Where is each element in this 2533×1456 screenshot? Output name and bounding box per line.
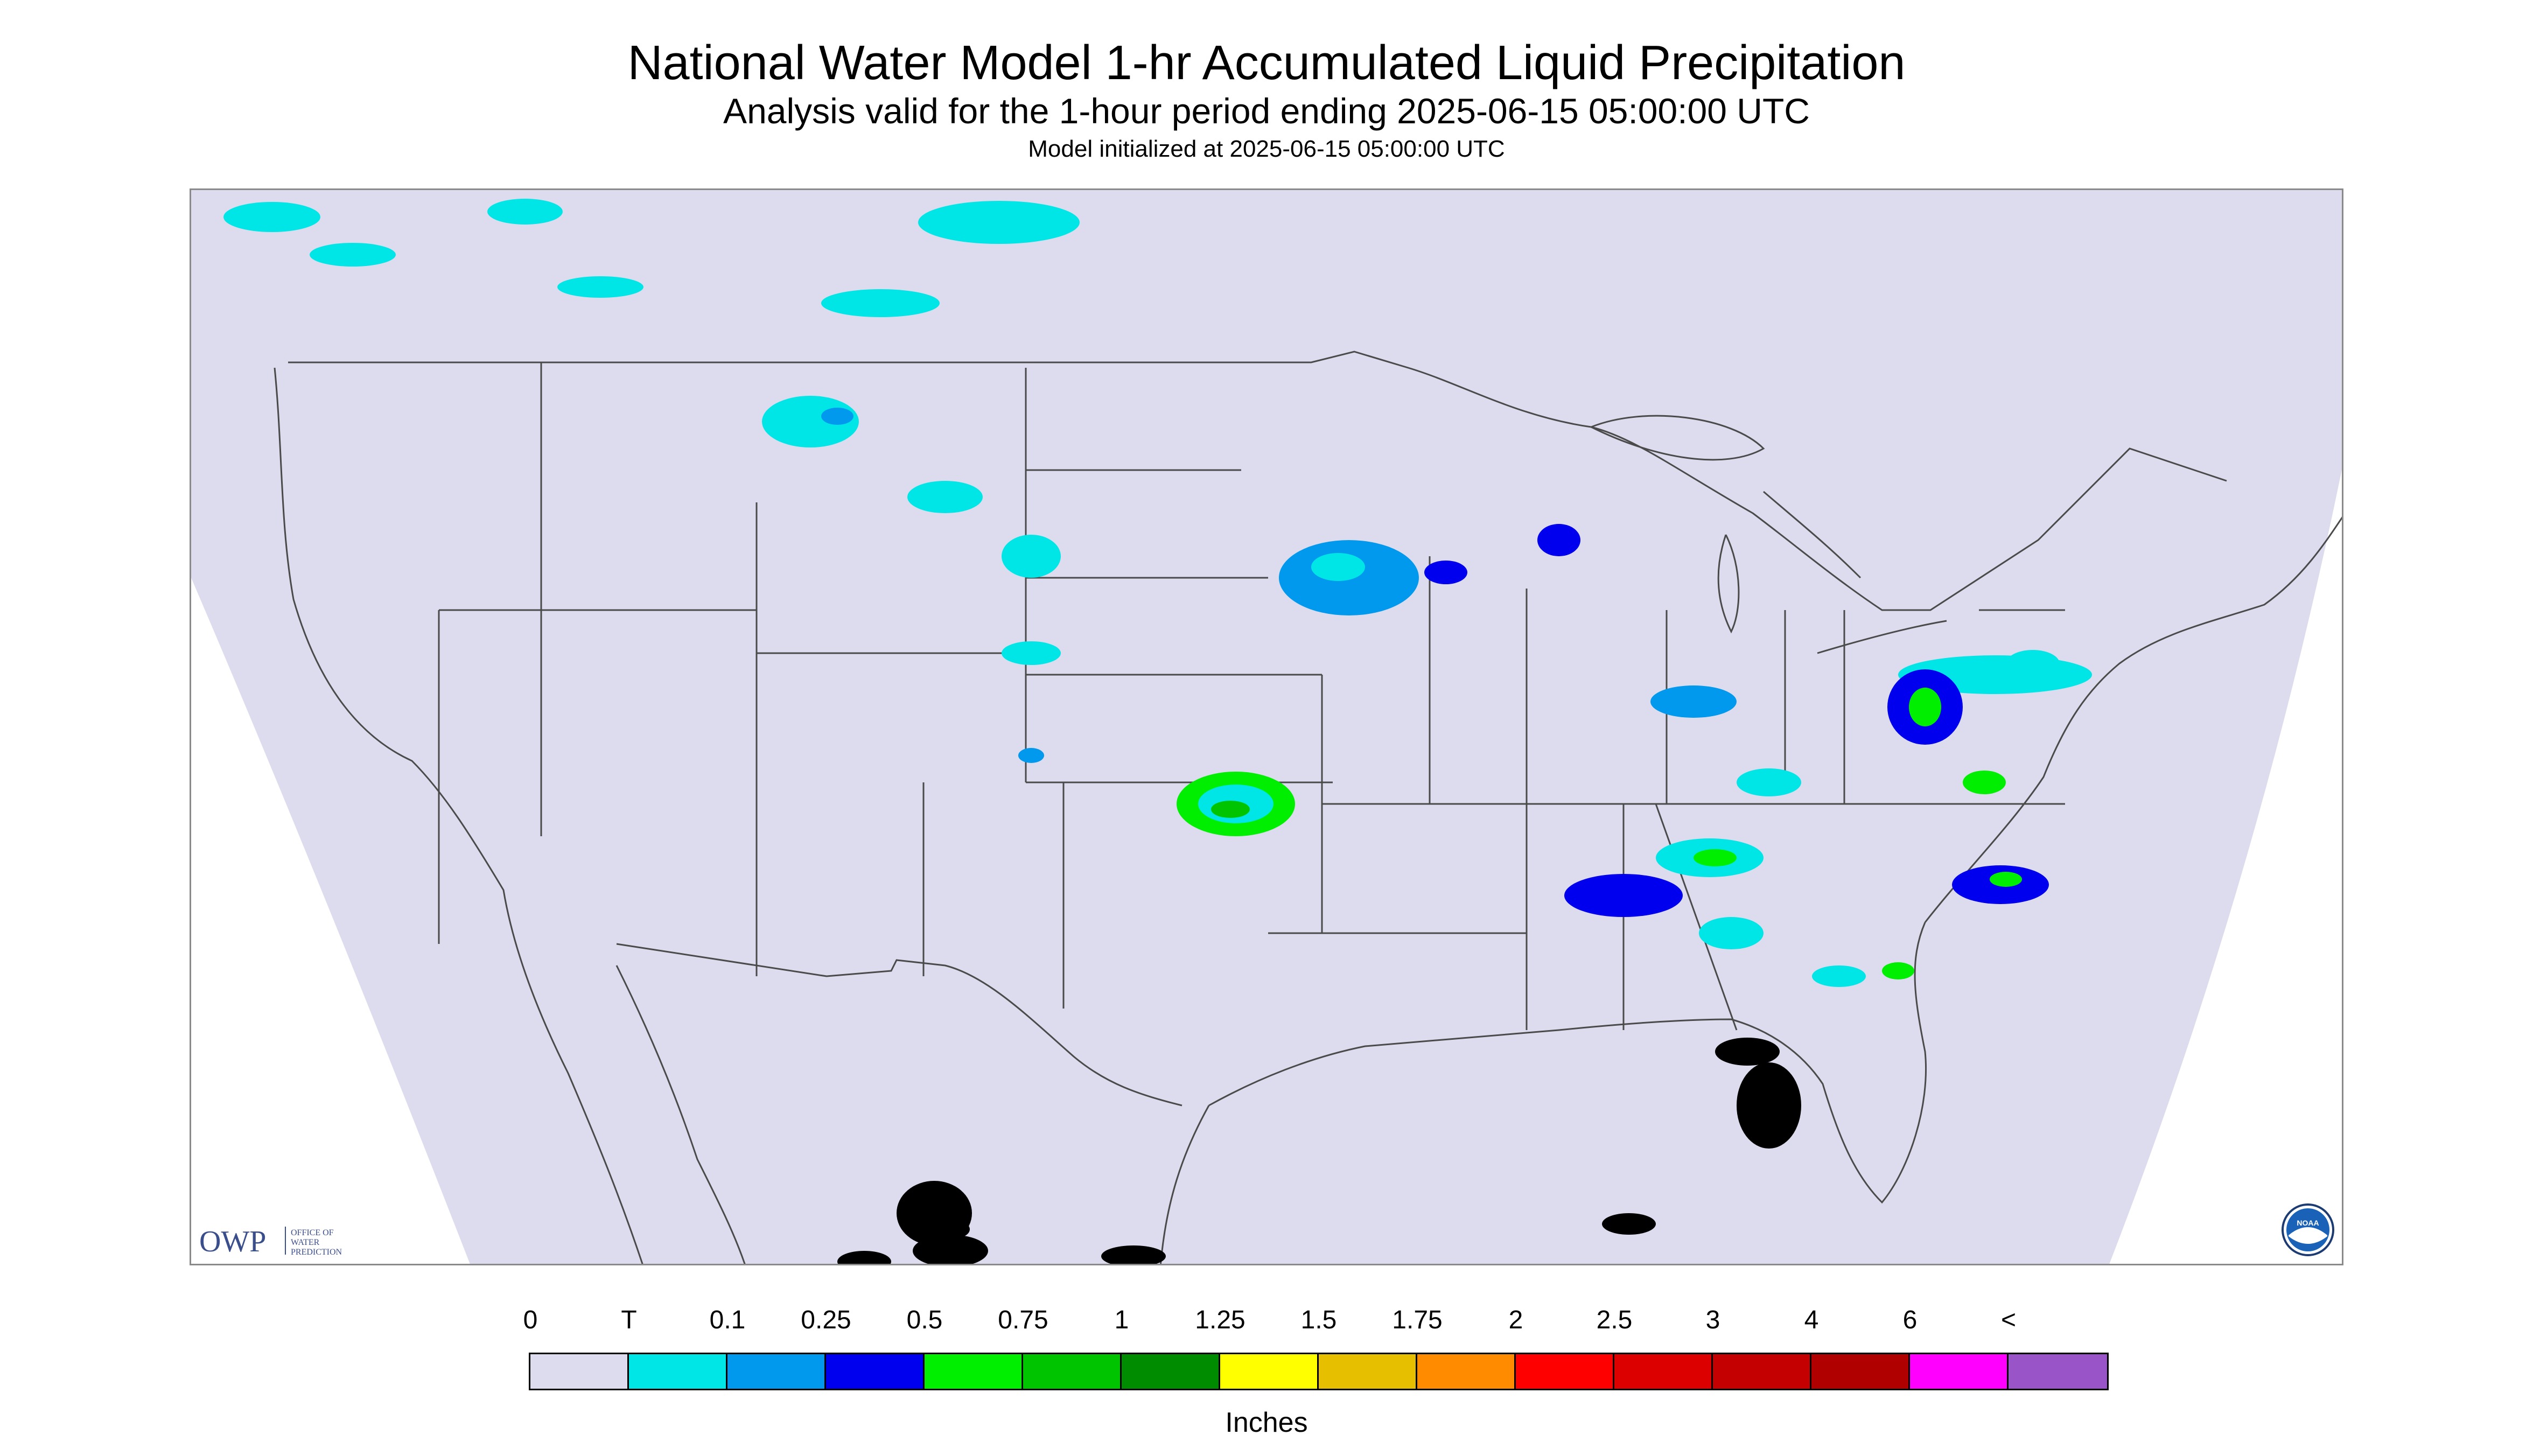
precip-cell (310, 243, 396, 267)
precip-area-oklahoma (1177, 772, 1295, 836)
precip-area-tennessee-alabama (1564, 838, 1764, 949)
precip-cell (1694, 849, 1737, 866)
legend-swatch (530, 1354, 629, 1389)
legend-swatch (1417, 1354, 1516, 1389)
legend-tick-label: 0.25 (801, 1306, 851, 1334)
precip-cell (1424, 561, 1467, 584)
owp-text-line3: PREDICTION (291, 1248, 342, 1257)
legend-tick-label: 4 (1804, 1306, 1819, 1334)
precip-cell (1002, 535, 1061, 578)
precip-cell (1211, 801, 1250, 818)
precip-cell (223, 202, 320, 232)
precip-cell (487, 199, 563, 225)
precip-area-montana (762, 396, 859, 447)
legend-tick-label: 1 (1114, 1306, 1129, 1334)
precip-cell (907, 481, 983, 513)
precip-area-florida (1602, 1038, 1801, 1235)
legend-swatch (629, 1354, 727, 1389)
precip-cell (1537, 524, 1580, 556)
mexico-gulf-coastline (1160, 1105, 1210, 1264)
map-canvas (191, 190, 2342, 1264)
legend-tick-label: 0.75 (998, 1306, 1048, 1334)
legend-tick-label: 0.1 (709, 1306, 746, 1334)
precip-cell (1963, 771, 2006, 794)
legend-swatch (1713, 1354, 1811, 1389)
legend-swatch (1122, 1354, 1220, 1389)
legend-tick-label: < (2000, 1306, 2017, 1334)
legend-swatch (1811, 1354, 1910, 1389)
legend-swatch (1614, 1354, 1713, 1389)
noaa-letters: NOAA (2297, 1219, 2319, 1227)
owp-text-line2: WATER (291, 1238, 320, 1247)
legend-tick-label: T (621, 1306, 637, 1334)
owp-logo: OWP OFFICE OF WATER PREDICTION (199, 1225, 342, 1257)
precip-cell (821, 408, 853, 425)
us-mexico-border (616, 943, 1182, 1107)
model-domain (191, 190, 2342, 1264)
pacific-coastline (274, 367, 643, 1264)
legend-tick-label: 0.5 (906, 1306, 943, 1334)
legend-tick-label: 1.25 (1195, 1306, 1245, 1334)
atlantic-coastline (1924, 516, 2342, 923)
legend-tick-label: 0 (523, 1306, 538, 1334)
legend-swatch (1023, 1354, 1122, 1389)
legend-swatch (1220, 1354, 1319, 1389)
legend-units-label: Inches (1225, 1407, 1308, 1438)
legend-swatch (1910, 1354, 2009, 1389)
legend-tick-label: 2.5 (1596, 1306, 1633, 1334)
legend-swatch (727, 1354, 826, 1389)
precip-cell (1737, 768, 1801, 796)
legend-tick-label: 1.5 (1300, 1306, 1337, 1334)
precip-cell (918, 201, 1080, 244)
precip-cell (1909, 688, 1941, 726)
noaa-logo: NOAA (2282, 1203, 2334, 1256)
precip-area-mid-atlantic (1887, 650, 2060, 794)
precip-cell (1002, 641, 1061, 665)
legend-swatch (1516, 1354, 1614, 1389)
great-lakes (1591, 415, 1947, 654)
legend-swatch (925, 1354, 1023, 1389)
precip-area-minnesota (1279, 524, 1580, 615)
map-title: National Water Model 1-hr Accumulated Li… (627, 36, 1906, 90)
precip-area-south-dakota (907, 481, 1061, 763)
precip-cell (1990, 872, 2022, 887)
legend-swatch (826, 1354, 925, 1389)
legend-tick-label: 2 (1508, 1306, 1523, 1334)
precip-cell (1018, 748, 1044, 763)
legend-swatch (1319, 1354, 1417, 1389)
precipitation-map (190, 188, 2343, 1265)
precip-cell (2006, 650, 2060, 678)
precip-cell (1882, 962, 1914, 979)
owp-letters: OWP (199, 1225, 266, 1257)
precip-cell (557, 276, 643, 298)
legend-tick-label: 3 (1705, 1306, 1720, 1334)
model-init-line: Model initialized at 2025-06-15 05:00:00… (1028, 136, 1505, 162)
noaa-gull-wave (2289, 1227, 2327, 1244)
precip-cell (821, 289, 940, 317)
precip-area-mexico (837, 1181, 1166, 1264)
legend-swatch (2009, 1354, 2107, 1389)
precipitation-areas (223, 199, 2092, 1264)
precip-cell (1650, 685, 1737, 718)
gulf-of-california-coast (615, 965, 746, 1264)
owp-text-line1: OFFICE OF (291, 1228, 334, 1237)
precip-cell (1311, 553, 1365, 581)
precip-cell (1812, 965, 1866, 987)
precip-cell (1699, 917, 1764, 949)
gulf-coastline (1208, 922, 1927, 1204)
precip-area-alberta (223, 199, 643, 298)
precip-cell (1564, 874, 1683, 917)
legend-color-bar (529, 1353, 2109, 1390)
legend-tick-label: 6 (1902, 1306, 1918, 1334)
precip-area-saskatchewan (821, 201, 1080, 317)
us-canada-border (288, 351, 2227, 611)
legend-tick-label: 1.75 (1392, 1306, 1443, 1334)
map-subtitle: Analysis valid for the 1-hour period end… (723, 91, 1810, 131)
precip-area-offshore-carolinas (1812, 865, 2049, 987)
